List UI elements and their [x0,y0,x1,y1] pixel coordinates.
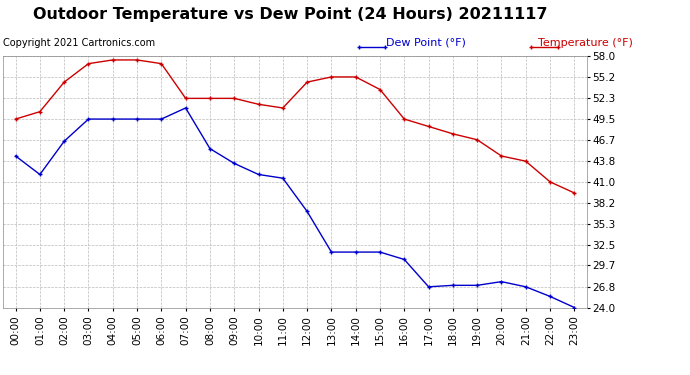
Text: Copyright 2021 Cartronics.com: Copyright 2021 Cartronics.com [3,38,155,48]
Text: Outdoor Temperature vs Dew Point (24 Hours) 20211117: Outdoor Temperature vs Dew Point (24 Hou… [32,8,547,22]
Text: Temperature (°F): Temperature (°F) [538,38,633,48]
Text: Dew Point (°F): Dew Point (°F) [386,38,466,48]
